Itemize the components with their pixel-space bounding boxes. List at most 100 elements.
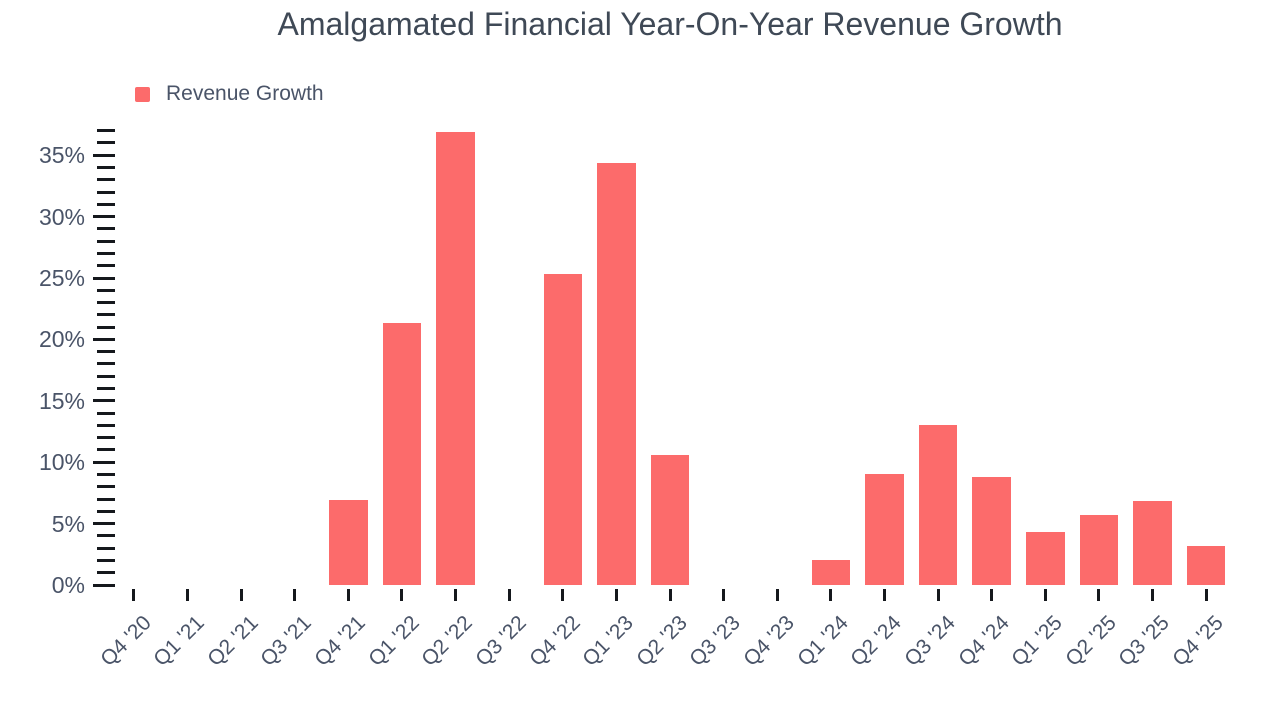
x-axis-tick xyxy=(454,589,458,601)
y-axis-label: 30% xyxy=(38,203,85,230)
y-axis-label: 20% xyxy=(38,326,85,353)
y-axis-tick xyxy=(93,399,115,403)
x-axis-tick xyxy=(1097,589,1101,601)
y-axis-tick xyxy=(97,178,115,182)
bar[interactable] xyxy=(1079,515,1119,585)
y-axis-tick xyxy=(93,276,115,280)
legend-item-revenue-growth[interactable]: Revenue Growth xyxy=(135,82,324,105)
y-axis-tick xyxy=(97,350,115,354)
y-axis-tick xyxy=(97,571,115,575)
x-axis-label: Q3 '23 xyxy=(685,611,746,671)
x-axis-label: Q1 '21 xyxy=(149,611,209,671)
x-axis-label: Q1 '25 xyxy=(1007,611,1067,671)
y-axis-tick xyxy=(97,534,115,538)
x-axis-tick xyxy=(829,589,833,601)
x-axis-label: Q2 '24 xyxy=(846,611,907,671)
chart-title: Amalgamated Financial Year-On-Year Reven… xyxy=(277,6,1063,42)
y-axis-label: 25% xyxy=(38,265,85,291)
x-axis-tick xyxy=(668,589,672,601)
bar[interactable] xyxy=(811,560,851,585)
x-axis-label: Q3 '25 xyxy=(1114,611,1175,671)
y-axis-tick xyxy=(97,264,115,268)
y-axis-tick xyxy=(97,436,115,440)
x-axis-label: Q4 '22 xyxy=(524,611,585,671)
y-axis-tick xyxy=(97,558,115,562)
y-axis-label: 0% xyxy=(51,572,85,598)
bar[interactable] xyxy=(1186,545,1226,585)
x-axis-label: Q4 '25 xyxy=(1168,611,1228,671)
x-axis-tick xyxy=(293,589,297,601)
legend-marker-icon xyxy=(135,86,150,102)
x-axis-label: Q2 '23 xyxy=(632,611,692,671)
y-axis-tick xyxy=(97,141,115,145)
y-axis-tick xyxy=(97,546,115,550)
x-axis-tick xyxy=(1151,589,1155,601)
x-axis-label: Q3 '21 xyxy=(256,611,317,671)
y-axis-tick xyxy=(97,387,115,391)
y-axis-label: 10% xyxy=(38,449,85,476)
x-axis-tick xyxy=(400,589,404,601)
bar[interactable] xyxy=(597,162,636,585)
x-axis-label: Q4 '21 xyxy=(310,611,370,671)
x-axis-tick xyxy=(561,589,565,601)
bar[interactable] xyxy=(865,474,904,585)
y-axis-tick xyxy=(97,448,115,452)
bar[interactable] xyxy=(543,274,582,585)
x-axis-tick xyxy=(346,589,350,601)
legend: Revenue Growth xyxy=(135,82,324,105)
x-axis-tick xyxy=(936,589,940,601)
bar[interactable] xyxy=(436,131,475,585)
y-axis-tick xyxy=(93,153,115,157)
y-axis-label: 5% xyxy=(51,510,85,537)
y-axis-tick xyxy=(97,239,115,243)
x-axis-tick xyxy=(239,589,243,601)
bar[interactable] xyxy=(972,476,1011,585)
x-axis-tick xyxy=(775,589,779,601)
y-axis-tick xyxy=(97,325,115,329)
x-axis-tick xyxy=(722,589,726,601)
y-axis-tick xyxy=(97,374,115,378)
x-axis-tick xyxy=(614,589,618,601)
y-axis-tick xyxy=(93,215,115,219)
x-axis-label: Q4 '23 xyxy=(739,611,799,671)
y-axis-tick xyxy=(97,472,115,476)
x-axis-label: Q4 '20 xyxy=(95,611,156,671)
y-axis-tick xyxy=(97,251,115,255)
bar[interactable] xyxy=(382,323,422,585)
y-axis-tick xyxy=(97,129,115,133)
y-axis-tick xyxy=(97,485,115,489)
x-axis-tick xyxy=(1043,589,1047,601)
y-axis-tick xyxy=(97,313,115,317)
y-axis-tick xyxy=(93,522,115,526)
y-axis-tick xyxy=(97,411,115,415)
bar[interactable] xyxy=(1133,501,1172,585)
bar[interactable] xyxy=(650,454,690,585)
x-axis-label: Q1 '23 xyxy=(578,611,638,671)
legend-label: Revenue Growth xyxy=(166,82,324,105)
bar[interactable] xyxy=(1026,532,1065,585)
bar[interactable] xyxy=(329,500,368,585)
x-axis-label: Q2 '25 xyxy=(1060,611,1121,671)
x-axis-tick xyxy=(1204,589,1208,601)
x-axis-label: Q1 '22 xyxy=(363,611,424,671)
y-axis-tick xyxy=(97,423,115,427)
x-axis-label: Q2 '22 xyxy=(417,611,478,671)
y-axis-tick xyxy=(93,583,115,587)
x-axis-label: Q1 '24 xyxy=(792,611,853,671)
x-axis-tick xyxy=(882,589,886,601)
y-axis-tick xyxy=(97,509,115,513)
y-axis-tick xyxy=(97,227,115,231)
x-axis-tick xyxy=(990,589,994,601)
y-axis-tick xyxy=(97,497,115,501)
y-axis-tick xyxy=(93,337,115,341)
y-axis-tick xyxy=(97,190,115,194)
bar[interactable] xyxy=(918,425,958,585)
y-axis-tick xyxy=(97,202,115,206)
y-axis-tick xyxy=(93,460,115,464)
x-axis-tick xyxy=(185,589,189,601)
x-axis-label: Q2 '21 xyxy=(203,611,263,671)
x-axis-tick xyxy=(507,589,511,601)
x-axis-tick xyxy=(132,589,136,601)
